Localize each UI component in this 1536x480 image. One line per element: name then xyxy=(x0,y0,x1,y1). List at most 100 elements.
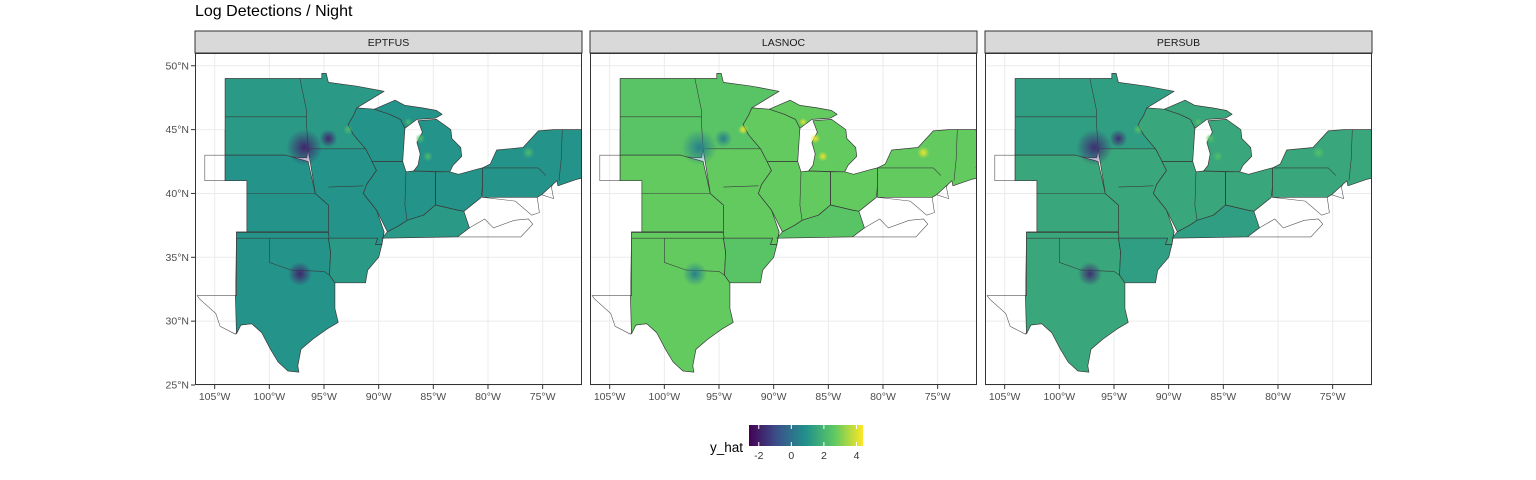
x-tick-label: 90°W xyxy=(366,391,392,403)
region-fill xyxy=(482,129,582,198)
legend-colorbar xyxy=(749,425,863,446)
hotspot xyxy=(917,146,930,159)
x-tick-label: 80°W xyxy=(870,391,896,403)
region-fill xyxy=(1163,99,1233,129)
region-fill xyxy=(723,237,778,284)
x-tick-label: 75°W xyxy=(530,391,556,403)
x-tick-label: 85°W xyxy=(815,391,841,403)
region-fill xyxy=(776,204,865,239)
x-tick-label: 105°W xyxy=(594,391,626,403)
hotspot xyxy=(1312,146,1325,159)
plot-title: Log Detections / Night xyxy=(195,3,353,20)
region-fill xyxy=(1272,129,1372,198)
state-outline xyxy=(994,154,1016,181)
hotspot xyxy=(681,129,718,166)
region-fill xyxy=(373,99,443,129)
state-boundary xyxy=(723,185,759,188)
x-tick-label: 95°W xyxy=(706,391,732,403)
state-outline xyxy=(1272,197,1330,216)
state-boundary xyxy=(1272,167,1337,176)
y-tick-label: 50°N xyxy=(166,60,189,72)
region-fill xyxy=(1118,237,1173,284)
state-boundary xyxy=(558,129,563,181)
panel-border xyxy=(195,53,582,385)
hotspot xyxy=(738,124,749,135)
legend-break-label: -2 xyxy=(754,450,763,462)
x-tick-label: 85°W xyxy=(1210,391,1236,403)
state-boundary xyxy=(1118,185,1154,188)
x-tick-label: 75°W xyxy=(925,391,951,403)
y-tick-label: 40°N xyxy=(166,188,189,200)
state-boundary xyxy=(953,129,958,181)
state-outline xyxy=(1247,218,1324,238)
x-tick-label: 100°W xyxy=(649,391,681,403)
y-tick-label: 30°N xyxy=(166,316,189,328)
state-outline xyxy=(204,154,226,181)
hotspot xyxy=(522,146,535,159)
hotspot xyxy=(810,133,821,144)
state-outline xyxy=(482,197,540,216)
facet-panel-lasnoc: LASNOC 105°W 100°W 95°W 90°W 85°W 80°W 75°W xyxy=(589,30,978,403)
x-tick-label: 95°W xyxy=(1101,391,1127,403)
hotspot xyxy=(1133,124,1144,135)
state-boundary xyxy=(776,231,780,245)
facet-strip-label: LASNOC xyxy=(762,37,806,49)
state-boundary xyxy=(877,167,942,176)
state-boundary xyxy=(328,185,364,188)
state-boundary xyxy=(1118,238,1121,253)
facet-panel-eptfus: EPTFUS 105°W 100°W 95°W 90°W 85°W 80°W 75°W 50°N… xyxy=(166,30,583,403)
facet-panel-persub: PERSUB 105°W 100°W 95°W 90°W 85°W 80°W 75°W xyxy=(984,30,1373,403)
hotspot xyxy=(319,129,338,148)
state-boundary xyxy=(328,238,331,253)
region-fill xyxy=(381,204,470,239)
state-boundary xyxy=(1194,171,1198,221)
state-boundary xyxy=(723,238,726,253)
facet-strip-label: PERSUB xyxy=(1157,37,1200,49)
hotspot xyxy=(422,151,433,162)
legend-title: y_hat xyxy=(710,440,743,455)
hotspot xyxy=(817,151,828,162)
map-layer xyxy=(591,73,977,373)
map-layer xyxy=(196,73,582,373)
y-tick-label: 25°N xyxy=(166,380,189,392)
state-boundary xyxy=(1171,231,1175,245)
hotspot xyxy=(343,124,354,135)
state-outline xyxy=(877,197,935,216)
x-tick-label: 75°W xyxy=(1320,391,1346,403)
state-boundary xyxy=(482,167,547,176)
state-outline xyxy=(599,154,621,181)
facet-strip-label: EPTFUS xyxy=(368,37,409,49)
x-tick-label: 95°W xyxy=(311,391,337,403)
hotspot xyxy=(404,117,413,126)
hotspot xyxy=(286,129,323,166)
hotspot xyxy=(1205,133,1216,144)
legend-break-label: 2 xyxy=(821,450,827,462)
hotspot xyxy=(714,129,733,148)
legend-break-label: 4 xyxy=(854,450,860,462)
hotspot xyxy=(682,261,707,286)
y-tick-label: 35°N xyxy=(166,252,189,264)
x-tick-label: 105°W xyxy=(199,391,231,403)
state-boundary xyxy=(404,171,408,221)
state-outline xyxy=(852,218,929,238)
region-fill xyxy=(768,99,838,129)
color-legend: y_hat -2 0 2 4 xyxy=(710,425,863,462)
hotspot xyxy=(1077,261,1102,286)
hotspot xyxy=(1109,129,1128,148)
hotspot xyxy=(799,117,808,126)
facet-panels: EPTFUS 105°W 100°W 95°W 90°W 85°W 80°W 75°W 50°N… xyxy=(166,30,1373,403)
panel-border xyxy=(985,53,1372,385)
x-tick-label: 90°W xyxy=(761,391,787,403)
x-tick-label: 90°W xyxy=(1156,391,1182,403)
x-tick-label: 100°W xyxy=(254,391,286,403)
y-tick-label: 45°N xyxy=(166,124,189,136)
state-boundary xyxy=(1348,129,1353,181)
region-fill xyxy=(877,129,977,198)
hotspot xyxy=(1194,117,1203,126)
state-boundary xyxy=(799,171,803,221)
state-boundary xyxy=(381,231,385,245)
x-tick-label: 105°W xyxy=(989,391,1021,403)
region-fill xyxy=(1171,204,1260,239)
